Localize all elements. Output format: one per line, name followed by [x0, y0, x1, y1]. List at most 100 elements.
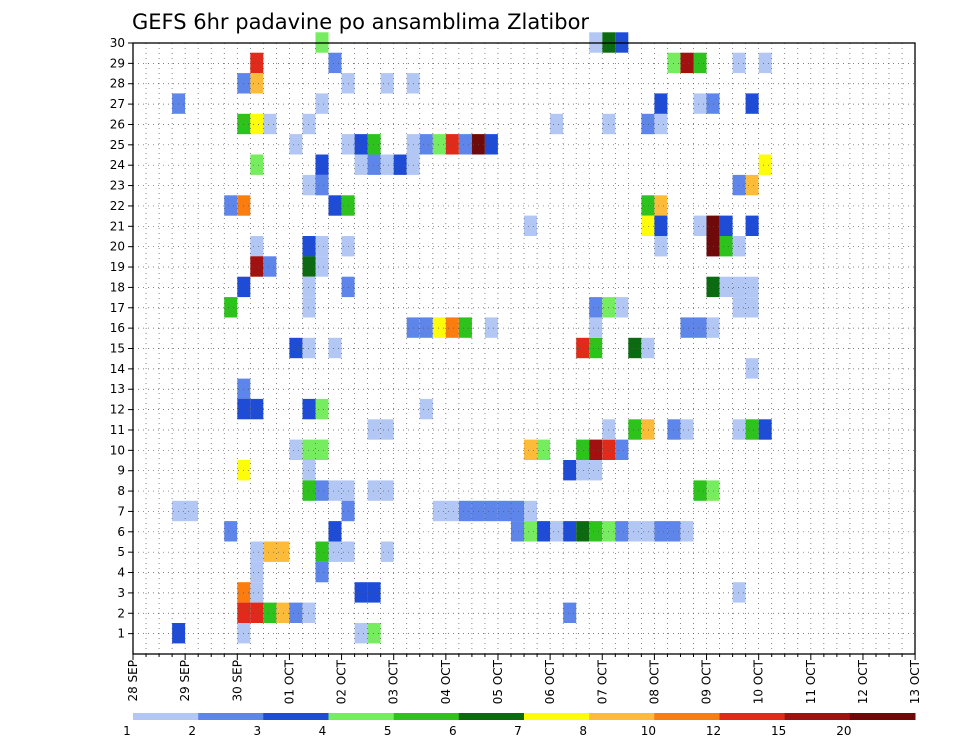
heatmap-cell: [354, 582, 368, 603]
heatmap-cell: [719, 215, 733, 236]
heatmap-cell: [328, 337, 342, 359]
x-tick-label: 05 OCT: [491, 659, 505, 704]
heatmap-cell: [576, 439, 590, 460]
heatmap-cell: [563, 460, 577, 481]
heatmap-cell: [615, 521, 629, 542]
heatmap-cell: [367, 134, 381, 155]
x-tick-label: 10 OCT: [752, 659, 766, 704]
heatmap-cell: [458, 500, 472, 522]
heatmap-cell: [250, 154, 264, 175]
heatmap-cell: [367, 480, 381, 501]
heatmap-cell: [445, 500, 459, 522]
heatmap-cell: [654, 93, 668, 114]
heatmap-cell: [628, 521, 642, 542]
colorbar: 1 2 3 4 5 6 7 8 10 12 15 20: [123, 713, 916, 738]
heatmap-cell: [250, 236, 264, 257]
heatmap-cell: [602, 521, 616, 542]
heatmap-cell: [537, 521, 551, 542]
heatmap-cell: [250, 256, 264, 277]
heatmap-cell: [302, 297, 316, 318]
heatmap-cell: [328, 195, 342, 216]
heatmap-cell: [302, 439, 316, 460]
heatmap-cell: [315, 480, 329, 501]
x-tick-label: 06 OCT: [543, 659, 557, 704]
heatmap-cell: [237, 113, 251, 135]
heatmap-cell: [589, 460, 603, 481]
heatmap-cell: [732, 236, 746, 257]
y-tick-label: 10: [110, 443, 125, 457]
heatmap-cell: [550, 113, 564, 135]
heatmap-cell: [237, 582, 251, 603]
heatmap-cell: [367, 419, 381, 440]
heatmap-cell: [302, 113, 316, 135]
heatmap-cell: [680, 52, 694, 74]
y-tick-label: 14: [110, 362, 125, 376]
heatmap-cell: [589, 297, 603, 318]
heatmap-cell: [458, 317, 472, 338]
heatmap-cell: [315, 236, 329, 257]
heatmap-cell: [354, 623, 368, 644]
heatmap-cell: [719, 236, 733, 257]
heatmap-cell: [250, 113, 264, 135]
heatmap-cell: [250, 73, 264, 94]
heatmap-cell: [341, 541, 355, 562]
heatmap-cell: [641, 521, 655, 542]
heatmap-cell: [224, 195, 238, 216]
x-tick-label: 01 OCT: [282, 659, 296, 704]
y-tick-label: 19: [110, 260, 125, 274]
heatmap-cell: [250, 52, 264, 74]
heatmap-cell: [550, 521, 564, 542]
x-tick-label: 13 OCT: [908, 659, 922, 704]
x-tick-label: 30 SEP: [230, 660, 244, 702]
heatmap-cell: [745, 174, 759, 196]
colorbar-swatch: [589, 713, 655, 720]
heatmap-cell: [693, 480, 707, 501]
heatmap-cell: [745, 276, 759, 298]
heatmap-cell: [719, 276, 733, 298]
heatmap-cell: [654, 215, 668, 236]
y-tick-label: 11: [110, 423, 125, 437]
y-tick-label: 25: [110, 138, 125, 152]
colorbar-swatch: [393, 713, 460, 720]
heatmap-cell: [328, 480, 342, 501]
colorbar-label: 10: [641, 724, 656, 738]
heatmap-cell: [745, 419, 759, 440]
x-tick-label: 08 OCT: [647, 659, 661, 704]
heatmap-cell: [341, 73, 355, 94]
heatmap-cell: [524, 439, 537, 460]
heatmap-cell: [732, 52, 746, 74]
y-tick-label: 3: [117, 586, 125, 600]
x-tick-label: 03 OCT: [387, 659, 401, 704]
heatmap-cell: [315, 256, 329, 277]
heatmap-cell: [302, 480, 316, 501]
heatmap-cell: [641, 419, 655, 440]
colorbar-label: 3: [254, 724, 262, 738]
heatmap-cell: [237, 602, 251, 623]
heatmap-cell: [315, 174, 329, 196]
heatmap-cell: [563, 521, 577, 542]
heatmap-cell: [315, 541, 329, 562]
y-tick-label: 22: [110, 199, 125, 213]
colorbar-swatch: [524, 713, 590, 720]
heatmap-cell: [276, 541, 290, 562]
heatmap-cell: [537, 439, 551, 460]
colorbar-label: 2: [188, 724, 196, 738]
y-tick-label: 23: [110, 179, 125, 193]
heatmap-cell: [641, 113, 655, 135]
heatmap-cell: [263, 602, 277, 623]
heatmap-cell: [732, 297, 746, 318]
x-axis-ticks: 28 SEP 29 SEP 30 SEP 01 OCT 02 OCT 03 OCT 04 O…: [126, 654, 922, 704]
heatmap-cell: [641, 195, 655, 216]
heatmap-cell: [471, 500, 485, 522]
heatmap-cell: [680, 317, 694, 338]
heatmap-cell: [654, 195, 668, 216]
heatmap-cell: [289, 337, 303, 359]
y-tick-label: 12: [110, 403, 125, 417]
heatmap-cell: [745, 93, 759, 114]
y-tick-label: 4: [117, 566, 125, 580]
heatmap-cell: [732, 276, 746, 298]
heatmap-cell: [732, 582, 746, 603]
heatmap-cell: [289, 134, 303, 155]
colorbar-swatch: [263, 713, 329, 720]
heatmap-cell: [406, 134, 420, 155]
